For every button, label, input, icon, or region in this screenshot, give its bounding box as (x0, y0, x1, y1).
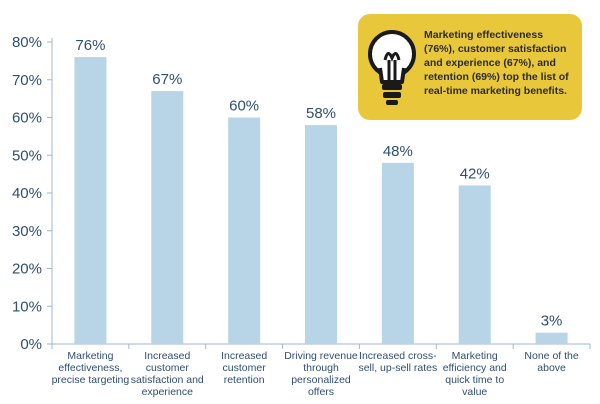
callout-text: Marketing effectiveness (76%), customer … (424, 29, 569, 97)
category-label-line: None of the (524, 350, 578, 362)
data-label: 58% (306, 105, 336, 122)
category-label: Driving revenue through personalized offers (284, 350, 358, 398)
category-label-line: customer (146, 362, 190, 374)
bar (305, 125, 337, 344)
category-label-line: Marketing (67, 350, 113, 362)
category-label-line: satisfaction and (131, 374, 204, 386)
data-label: 3% (541, 313, 563, 330)
category-label-line: experience (142, 386, 194, 398)
data-label: 60% (229, 98, 259, 115)
category-label-line: Increased (144, 350, 190, 362)
y-tick-label: 20% (12, 261, 42, 278)
y-tick-label: 50% (12, 147, 42, 164)
category-label-line: through (303, 362, 339, 374)
category-label-line: Marketing (452, 350, 498, 362)
category-label: None of the above (524, 350, 578, 374)
category-label-line: retention (224, 374, 265, 386)
data-label: 67% (152, 71, 182, 88)
category-label: Marketing effectiveness, precise targeting (52, 350, 130, 386)
y-tick-label: 70% (12, 72, 42, 89)
category-label: Increased cross-sell, up-sell rates (358, 350, 437, 374)
category-label-line: personalized (291, 374, 351, 386)
category-label-line: Increased (221, 350, 267, 362)
y-tick-label: 40% (12, 185, 42, 202)
y-tick-label: 60% (12, 110, 42, 127)
category-label-line: customer (223, 362, 267, 374)
y-tick-label: 30% (12, 223, 42, 240)
category-label-line: efficiency and (443, 362, 507, 374)
category-label-line: precise targeting (52, 374, 130, 386)
data-label: 76% (75, 37, 105, 54)
category-label-line: value (462, 386, 487, 398)
data-label: 48% (383, 143, 413, 160)
category-label: Marketing efficiency and quick time to valu… (443, 350, 507, 398)
category-label-line: above (537, 362, 566, 374)
category-label-line: Driving revenue (284, 350, 358, 362)
bar (381, 162, 414, 344)
category-label-line: offers (308, 386, 334, 398)
category-label: Increased customer retention (221, 350, 267, 386)
bar (151, 91, 184, 344)
y-tick-label: 10% (12, 298, 42, 315)
y-tick-label: 80% (12, 34, 42, 51)
bar (74, 57, 107, 344)
bar (228, 117, 261, 344)
bar (535, 332, 568, 344)
lightbulb-icon (368, 30, 416, 105)
category-label-line: quick time to (445, 374, 504, 386)
category-label-line: sell, up-sell rates (358, 362, 437, 374)
category-label-line: effectiveness, (58, 362, 122, 374)
category-label: Increased customer satisfaction and experie… (131, 350, 204, 398)
bar (458, 185, 491, 344)
insight-callout: Marketing effectiveness (76%), customer … (358, 14, 582, 120)
data-label: 42% (460, 165, 490, 182)
y-tick-label: 0% (20, 336, 42, 353)
category-label-line: Increased cross- (359, 350, 437, 362)
